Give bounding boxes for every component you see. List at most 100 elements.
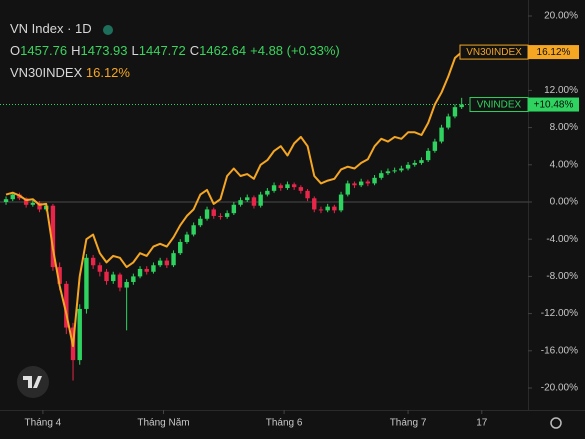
candle-body [231,204,237,214]
candle-body [459,104,464,108]
candle-body [204,209,210,219]
candle-body [30,202,36,205]
candle-body [238,200,243,205]
candle-body [3,199,9,202]
candle-body [312,198,317,210]
candle-body [446,116,451,128]
candle-body [419,160,424,163]
candle-body [171,253,176,266]
settings-icon[interactable] [550,417,562,429]
candle-body [258,194,263,206]
candle-body [198,218,203,226]
ohlc-change: +4.88 (+0.33%) [250,43,340,58]
logo-mark[interactable] [23,376,42,388]
y-tick-label: -4.00% [546,234,578,245]
candle-body [265,190,270,195]
legend-row: VN Index · 1D [10,18,340,40]
candle-body [191,225,196,235]
candle-body [178,241,183,254]
series-tag-value-box [528,45,579,60]
candle-body [278,185,283,189]
candle-body [124,281,129,288]
status-dot [103,24,114,35]
ohlc-row: O1457.76 H1473.93 L1447.72 C1462.64 +4.88 (+… [10,40,340,62]
y-tick-label: -12.00% [541,308,578,319]
series-tag-name: VNINDEX [477,100,522,111]
candle-body [325,206,330,211]
symbol-title: VN Index · 1D [10,21,92,36]
ohlc-label: L [131,43,139,58]
legend-value: 16.12% [85,65,130,80]
ohlc-label: H [71,43,81,58]
candle-body [305,190,310,199]
candle-body [332,206,337,211]
candle-body [157,260,163,266]
ohlc-value: 1457.76 [20,43,68,58]
y-tick-label: -8.00% [546,271,578,282]
series-tag-value-box [528,97,579,112]
candle-body [144,268,149,272]
candle-body [291,184,297,188]
tradingview-logo[interactable] [17,366,49,398]
y-tick-label: -20.00% [541,383,578,394]
candle-body [218,215,223,217]
x-tick-label: 17 [476,418,488,429]
ohlc-label: O [10,43,21,58]
legend-row: VN30INDEX 16.12% [10,62,340,84]
candle-body [379,173,384,178]
legend: VN Index · 1D O1457.76 H1473.93 L1447.72 C1… [10,18,340,84]
ohlc-label: C [189,43,200,58]
candle-body [151,265,156,272]
candle-body [245,197,250,201]
line-series [5,51,463,348]
candle-body [104,271,109,282]
candle-body [318,209,324,211]
candle-body [338,194,344,211]
candle-body [385,171,391,174]
y-tick-label: 0.00% [550,197,578,208]
candle-body [405,164,411,169]
candle-body [90,257,96,266]
candle-body [117,274,123,288]
candle-body [131,276,136,282]
candle-body [345,183,350,195]
series-tag-value: 16.12% [537,47,571,58]
candle-body [365,181,371,184]
series-tag-value: +10.48% [534,100,574,111]
y-tick-label: 8.00% [550,122,578,133]
x-tick-label: Tháng 6 [266,418,303,429]
candle-body [439,127,444,142]
candle-body [372,177,377,184]
candle-body [84,257,89,309]
y-tick-label: 12.00% [544,85,578,96]
candle-body [251,197,257,206]
candle-body [425,150,431,161]
candle-body [97,265,103,272]
y-tick-label: -16.00% [541,345,578,356]
candle-body [224,213,230,217]
candle-body [137,268,143,277]
candle-body [285,184,290,189]
candle-body [352,183,357,186]
candle-body [452,107,458,117]
candle-body [298,187,304,191]
candle-body [184,234,190,242]
ohlc-value: 1447.72 [138,43,186,58]
candle-body [392,170,397,172]
logo-circle[interactable] [17,366,49,398]
candle-body [111,274,116,282]
candle-body [37,202,42,210]
x-tick-label: Tháng 7 [390,418,427,429]
settings-button[interactable] [550,417,562,429]
candle-body [432,141,438,151]
candle-body [271,185,277,191]
candle-body [64,283,69,328]
candle-body [211,209,216,216]
candle-body [358,181,364,186]
x-tick-label: Tháng Năm [137,418,189,429]
candle-body [412,162,417,165]
candle-body [10,194,15,200]
